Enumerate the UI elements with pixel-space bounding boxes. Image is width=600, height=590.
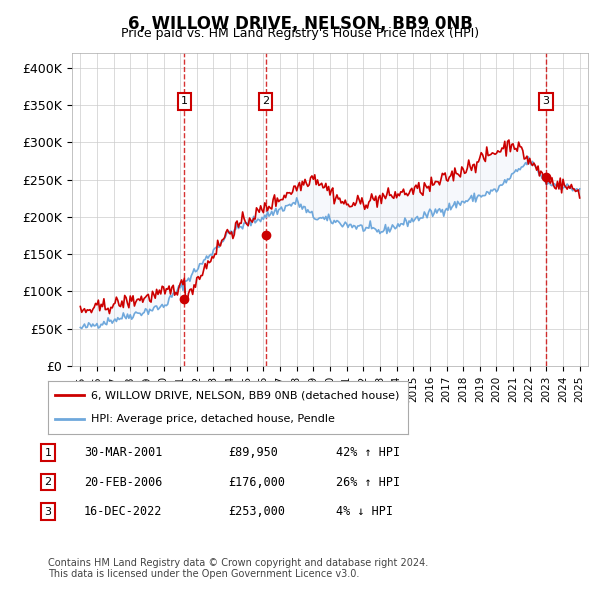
Text: 42% ↑ HPI: 42% ↑ HPI — [336, 446, 400, 459]
Text: 2: 2 — [44, 477, 52, 487]
Text: HPI: Average price, detached house, Pendle: HPI: Average price, detached house, Pend… — [91, 414, 335, 424]
Text: Price paid vs. HM Land Registry's House Price Index (HPI): Price paid vs. HM Land Registry's House … — [121, 27, 479, 40]
Text: 3: 3 — [542, 97, 549, 106]
Text: 20-FEB-2006: 20-FEB-2006 — [84, 476, 163, 489]
Text: 6, WILLOW DRIVE, NELSON, BB9 0NB (detached house): 6, WILLOW DRIVE, NELSON, BB9 0NB (detach… — [91, 391, 400, 401]
Text: 16-DEC-2022: 16-DEC-2022 — [84, 505, 163, 518]
Text: 4% ↓ HPI: 4% ↓ HPI — [336, 505, 393, 518]
Text: 1: 1 — [44, 448, 52, 457]
Text: £89,950: £89,950 — [228, 446, 278, 459]
Text: 30-MAR-2001: 30-MAR-2001 — [84, 446, 163, 459]
Text: Contains HM Land Registry data © Crown copyright and database right 2024.
This d: Contains HM Land Registry data © Crown c… — [48, 558, 428, 579]
Text: £176,000: £176,000 — [228, 476, 285, 489]
Text: 26% ↑ HPI: 26% ↑ HPI — [336, 476, 400, 489]
Text: 2: 2 — [262, 97, 269, 106]
Text: 3: 3 — [44, 507, 52, 516]
Text: 1: 1 — [181, 97, 188, 106]
Text: £253,000: £253,000 — [228, 505, 285, 518]
Text: 6, WILLOW DRIVE, NELSON, BB9 0NB: 6, WILLOW DRIVE, NELSON, BB9 0NB — [128, 15, 472, 33]
